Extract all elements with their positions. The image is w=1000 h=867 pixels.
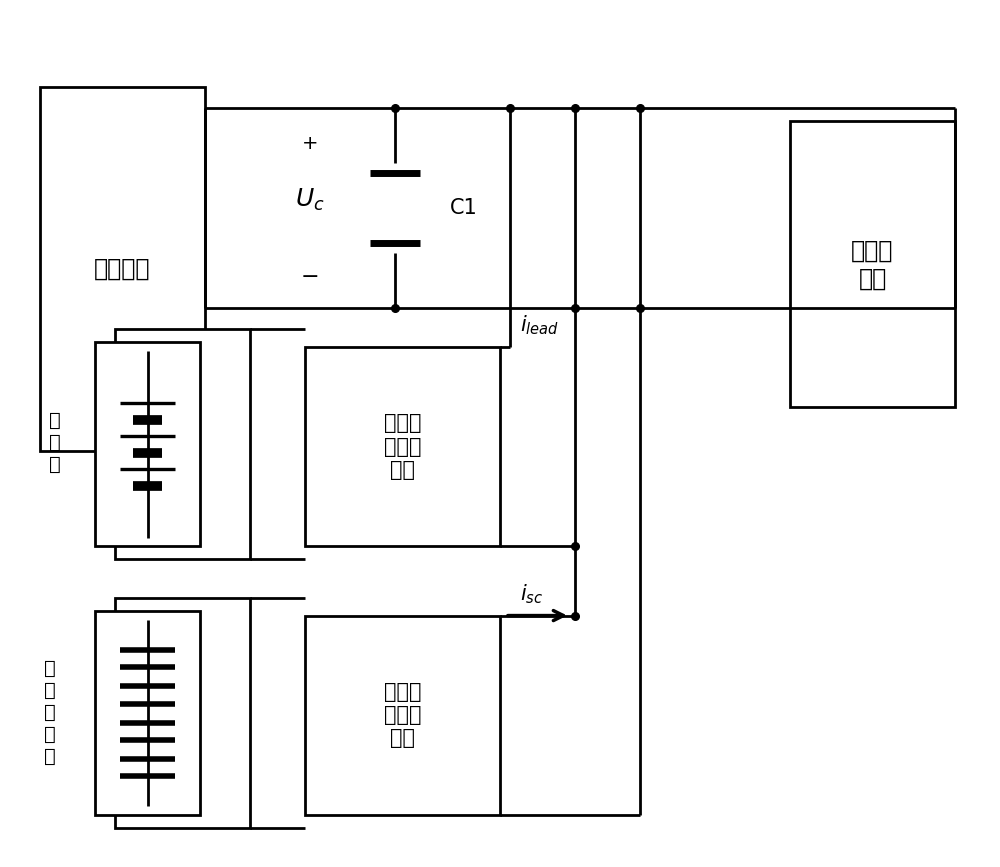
Text: C1: C1 [450, 198, 478, 218]
Text: 并网逆
变器: 并网逆 变器 [851, 238, 894, 290]
Text: 光伏阵列: 光伏阵列 [94, 257, 151, 281]
Text: 超
级
电
容
器: 超 级 电 容 器 [44, 659, 56, 766]
Bar [790, 121, 955, 407]
Text: 第一检
测控制
电路: 第一检 测控制 电路 [384, 414, 421, 479]
Text: 第二检
测控制
电路: 第二检 测控制 电路 [384, 682, 421, 748]
Bar [95, 611, 200, 815]
Text: −: − [301, 267, 319, 288]
Bar [95, 342, 200, 546]
Bar [305, 347, 500, 546]
Bar [115, 329, 250, 559]
Text: +: + [302, 134, 318, 153]
Text: 蓄
电
池: 蓄 电 池 [49, 411, 61, 473]
Bar [305, 616, 500, 815]
Text: $U_c$: $U_c$ [295, 186, 325, 212]
Bar [115, 598, 250, 828]
Text: $i_{lead}$: $i_{lead}$ [520, 313, 559, 337]
Text: $i_{sc}$: $i_{sc}$ [520, 582, 543, 606]
Bar [40, 87, 205, 451]
